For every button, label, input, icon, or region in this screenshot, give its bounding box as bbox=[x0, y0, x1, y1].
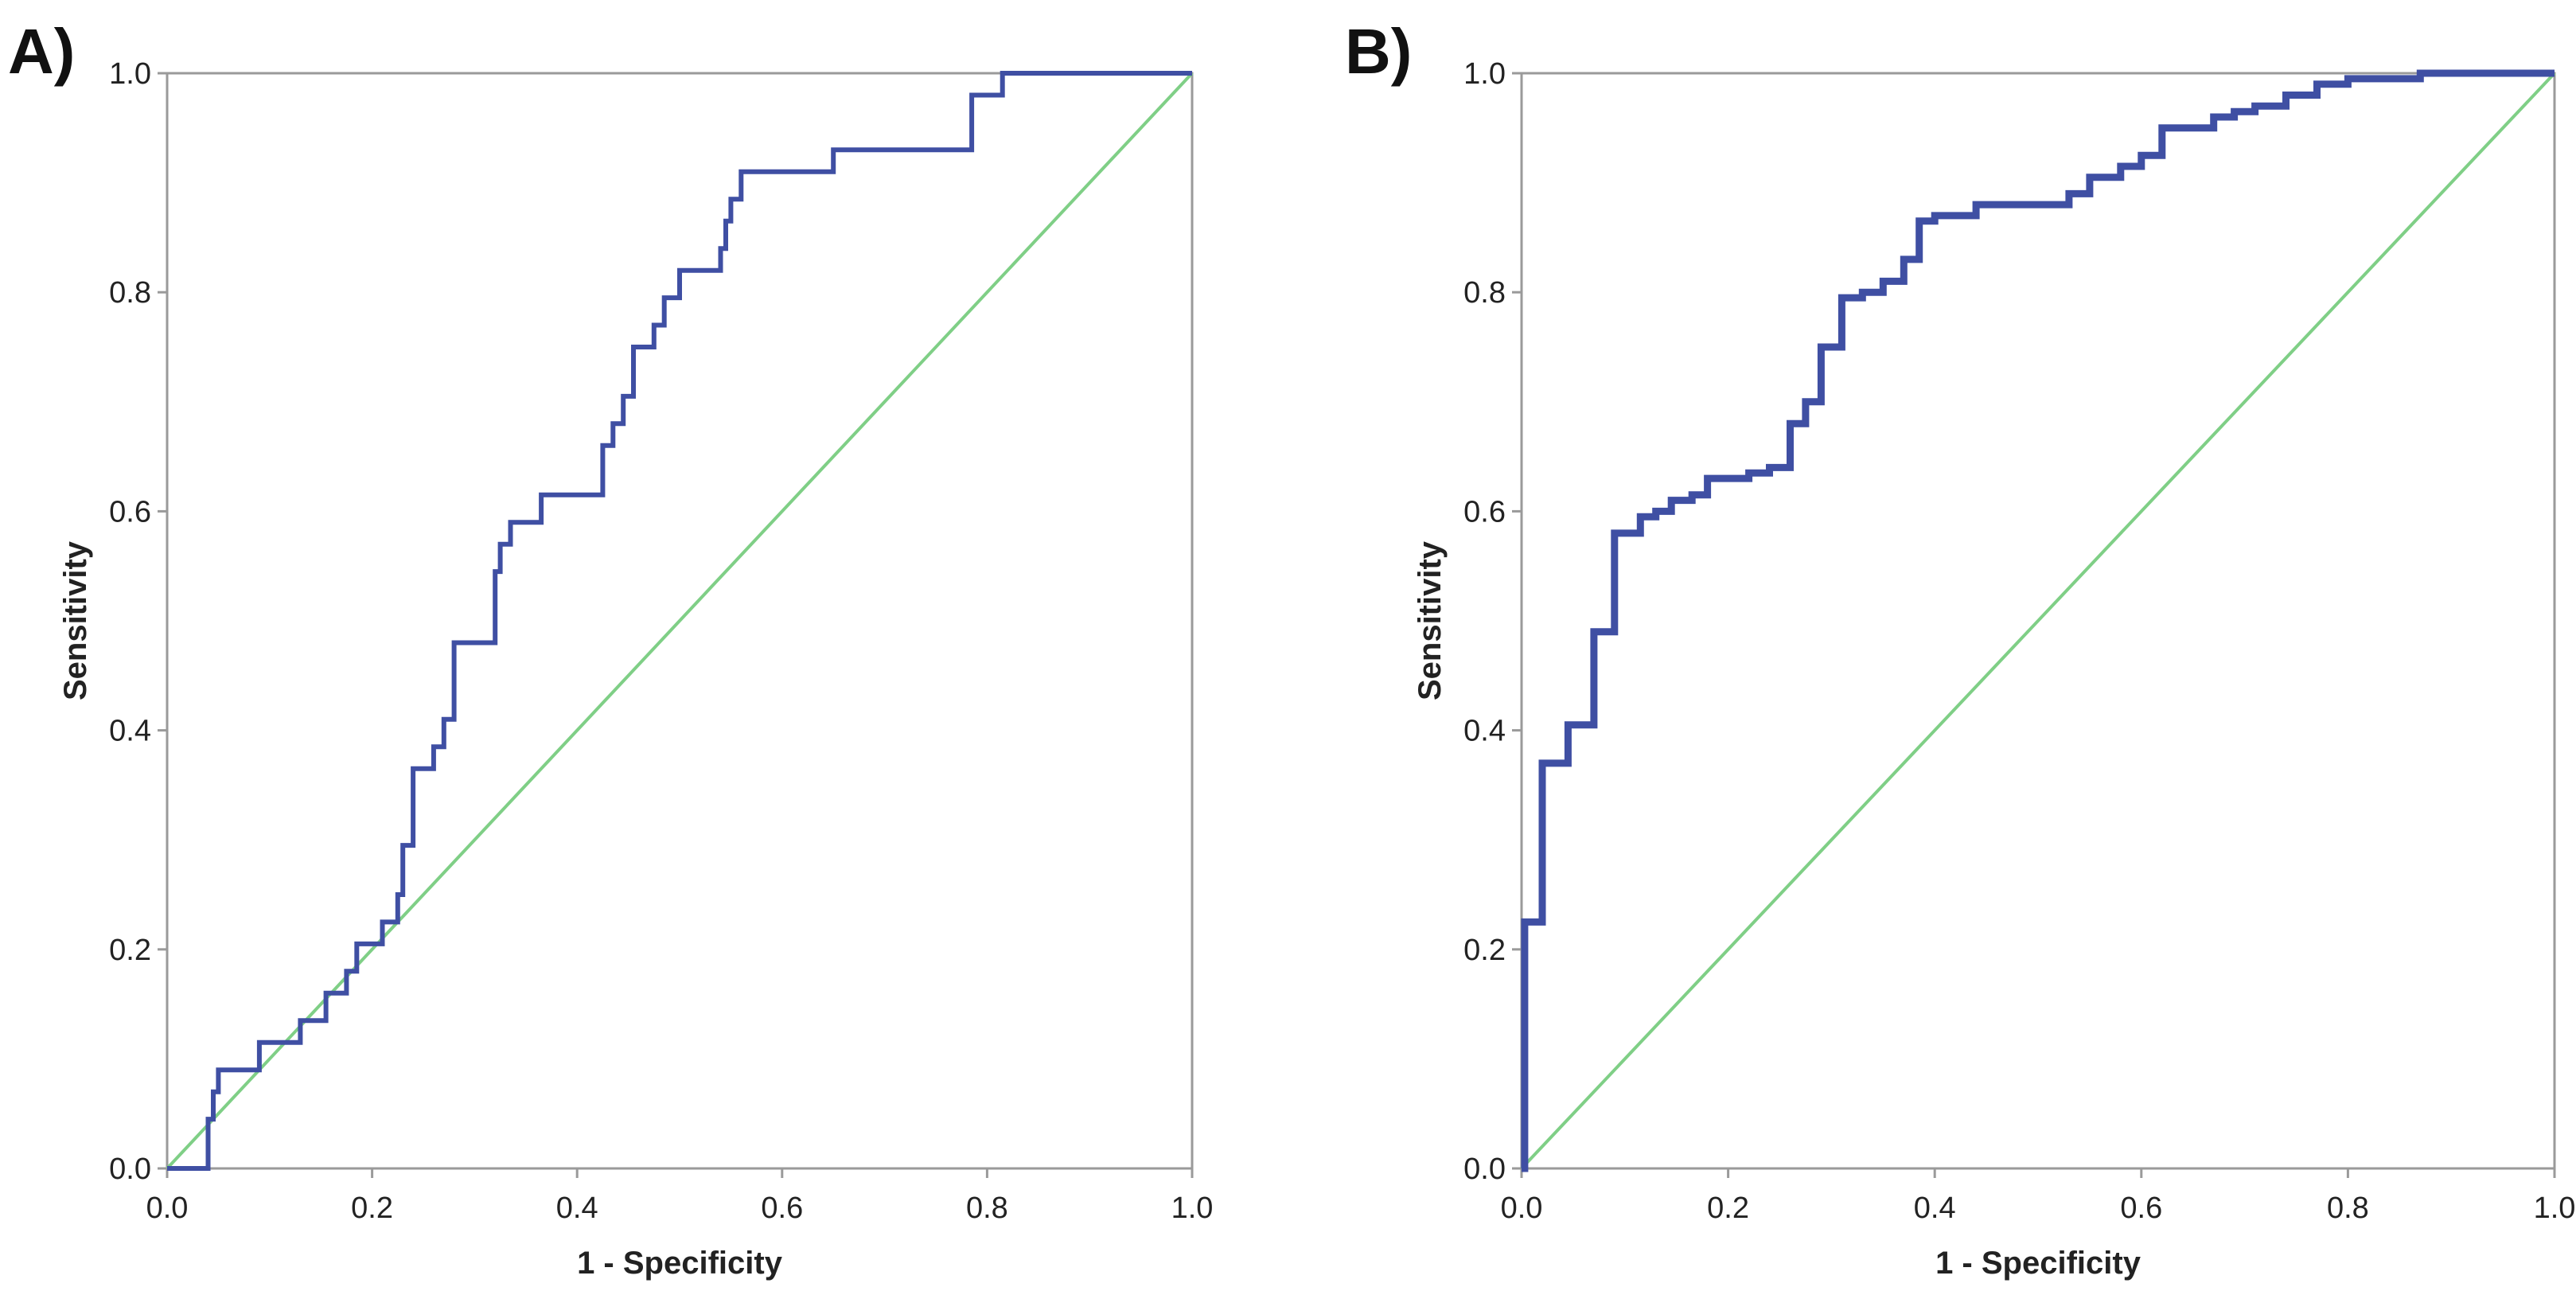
y-tick-label-a: 0.2 bbox=[109, 934, 151, 967]
y-tick-label-a: 0.0 bbox=[109, 1153, 151, 1186]
roc-curve-b bbox=[1521, 69, 2555, 1172]
x-tick-label-a: 0.2 bbox=[351, 1192, 393, 1225]
x-tick-label-a: 0.6 bbox=[761, 1192, 803, 1225]
x-tick-label-a: 0.8 bbox=[966, 1192, 1008, 1225]
y-axis-title-b: Sensitivity bbox=[1413, 540, 1448, 700]
y-tick-label-b: 0.4 bbox=[1463, 715, 1506, 748]
x-axis-ticks-a: 0.0 0.2 0.4 0.6 0.8 1.0 bbox=[146, 1168, 1214, 1225]
reference-line-a bbox=[166, 72, 1194, 1170]
panel-label-a: A) bbox=[8, 16, 75, 87]
x-axis-title-b: 1 - Specificity bbox=[1935, 1246, 2141, 1281]
x-axis-ticks-b: 0.0 0.2 0.4 0.6 0.8 1.0 bbox=[1501, 1168, 2576, 1225]
y-tick-label-b: 0.2 bbox=[1463, 934, 1506, 967]
x-tick-label-a: 0.4 bbox=[556, 1192, 598, 1225]
panel-label-b: B) bbox=[1345, 16, 1412, 87]
y-tick-label-a: 0.4 bbox=[109, 715, 151, 748]
chart-panel-a: A) 0.0 0.2 0.4 0.6 0.8 1.0 0.0 0.2 0.4 0.6 0.8 1.0… bbox=[8, 16, 1213, 1281]
roc-curve-a bbox=[167, 71, 1192, 1171]
reference-line-b bbox=[1520, 72, 2556, 1170]
y-tick-label-b: 0.8 bbox=[1463, 276, 1506, 310]
x-tick-label-b: 0.4 bbox=[1914, 1192, 1956, 1225]
y-axis-title-a: Sensitivity bbox=[58, 540, 93, 700]
y-tick-label-b: 0.0 bbox=[1463, 1153, 1506, 1186]
chart-panel-b: B) 0.0 0.2 0.4 0.6 0.8 1.0 0.0 0.2 0.4 0.6 0.8 1.0… bbox=[1345, 16, 2575, 1281]
y-axis-ticks-a: 0.0 0.2 0.4 0.6 0.8 1.0 bbox=[109, 57, 167, 1186]
x-tick-label-a: 0.0 bbox=[146, 1192, 189, 1225]
plot-frame-a bbox=[166, 72, 1194, 1170]
x-tick-label-b: 0.0 bbox=[1501, 1192, 1543, 1225]
x-axis-title-a: 1 - Specificity bbox=[577, 1246, 783, 1281]
y-axis-ticks-b: 0.0 0.2 0.4 0.6 0.8 1.0 bbox=[1463, 57, 1522, 1186]
y-tick-label-a: 1.0 bbox=[109, 57, 151, 91]
y-tick-label-a: 0.8 bbox=[109, 276, 151, 310]
x-tick-label-b: 0.8 bbox=[2327, 1192, 2369, 1225]
y-tick-label-b: 1.0 bbox=[1463, 57, 1506, 91]
y-tick-label-b: 0.6 bbox=[1463, 495, 1506, 528]
x-tick-label-b: 0.2 bbox=[1707, 1192, 1749, 1225]
y-tick-label-a: 0.6 bbox=[109, 495, 151, 528]
x-tick-label-a: 1.0 bbox=[1171, 1192, 1214, 1225]
x-tick-label-b: 1.0 bbox=[2534, 1192, 2576, 1225]
plot-frame-b bbox=[1520, 72, 2556, 1170]
x-tick-label-b: 0.6 bbox=[2120, 1192, 2162, 1225]
